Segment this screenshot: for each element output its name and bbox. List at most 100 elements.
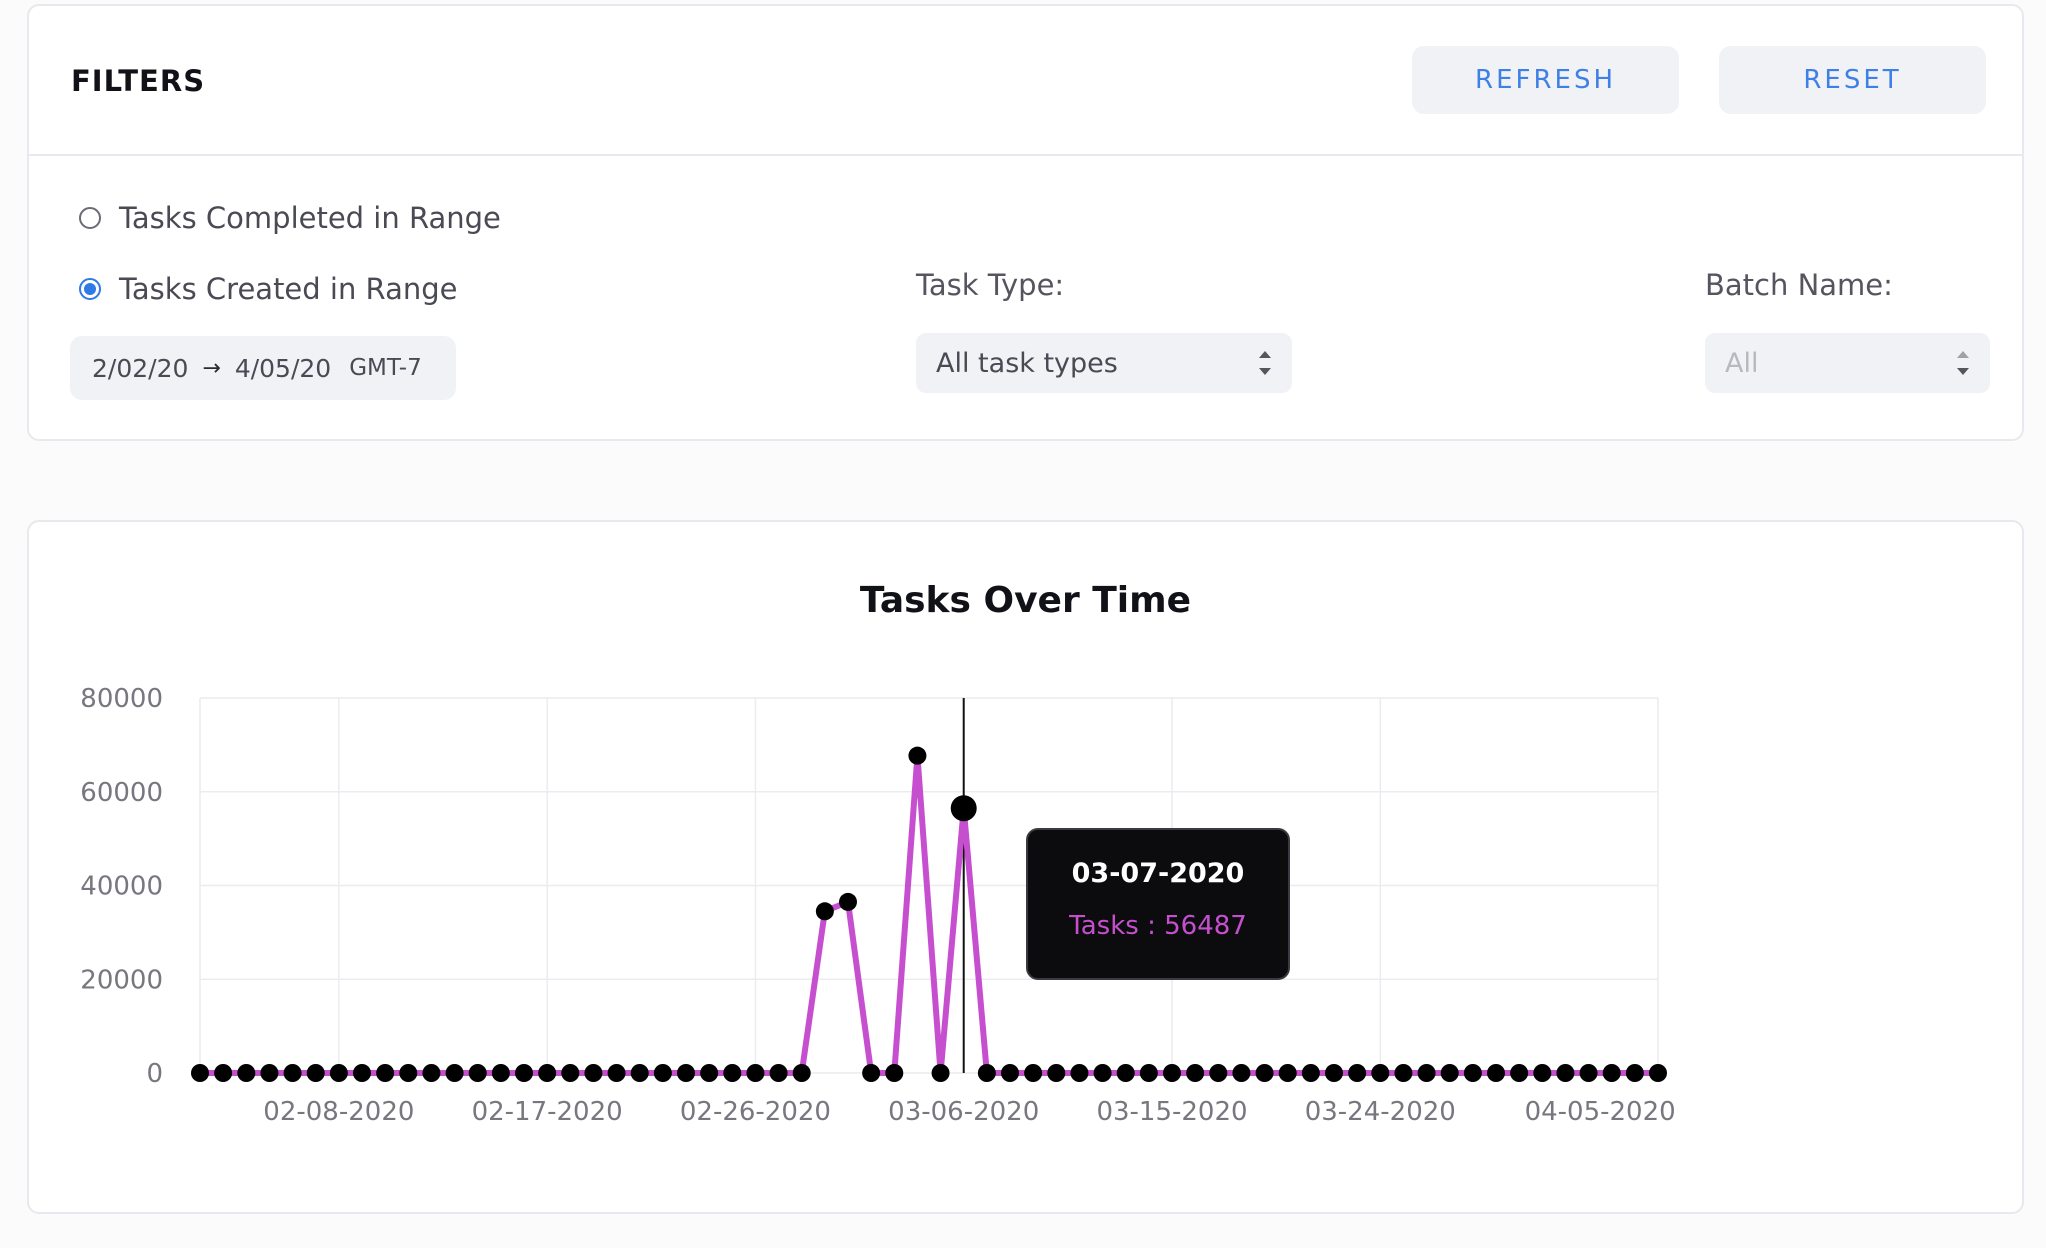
radio-tasks-created[interactable]: Tasks Created in Range <box>79 272 457 306</box>
radio-label: Tasks Completed in Range <box>119 201 501 235</box>
data-point <box>1255 1064 1274 1082</box>
data-point <box>306 1064 325 1082</box>
task-type-value: All task types <box>936 347 1118 379</box>
tooltip-value: Tasks : 56487 <box>1069 911 1247 941</box>
data-point <box>885 1064 904 1082</box>
data-point <box>1394 1064 1413 1082</box>
tasks-line-chart: 80000 60000 40000 20000 0 02-08-2020 02-17-202… <box>80 684 1675 1127</box>
data-point <box>191 1064 209 1082</box>
x-tick-label: 03-24-2020 <box>1305 1097 1456 1127</box>
select-arrows-icon <box>1259 351 1271 375</box>
select-arrows-icon <box>1957 351 1969 375</box>
radio-checked-icon[interactable] <box>79 278 101 300</box>
data-point <box>1348 1064 1367 1082</box>
data-point <box>1139 1064 1158 1082</box>
data-point <box>1070 1064 1089 1082</box>
data-point <box>237 1064 256 1082</box>
y-tick-label: 40000 <box>80 872 163 902</box>
data-point <box>862 1064 881 1082</box>
radio-label: Tasks Created in Range <box>119 272 458 306</box>
data-point <box>1371 1064 1390 1082</box>
data-point <box>1001 1064 1019 1082</box>
data-point <box>792 1064 811 1082</box>
data-point <box>630 1064 649 1082</box>
chart-tooltip: 03-07-2020 Tasks : 56487 <box>1026 828 1290 980</box>
data-point <box>723 1064 742 1082</box>
data-point <box>931 1064 950 1082</box>
data-point <box>1602 1064 1621 1082</box>
data-point <box>353 1064 371 1082</box>
data-point <box>1209 1064 1228 1082</box>
x-tick-label: 02-26-2020 <box>680 1097 831 1127</box>
x-tick-label: 02-17-2020 <box>472 1097 623 1127</box>
data-point <box>1417 1064 1436 1082</box>
data-point <box>769 1064 788 1082</box>
data-point <box>1649 1064 1667 1082</box>
data-point <box>584 1064 603 1082</box>
data-point <box>1625 1064 1644 1082</box>
y-tick-label: 60000 <box>80 778 163 808</box>
batch-name-label: Batch Name: <box>1705 268 1893 302</box>
data-point <box>445 1064 464 1082</box>
y-tick-label: 80000 <box>80 684 163 714</box>
radio-tasks-completed[interactable]: Tasks Completed in Range <box>79 201 501 235</box>
x-tick-label: 02-08-2020 <box>263 1097 414 1127</box>
filters-panel: FILTERS REFRESH RESET Tasks Completed in… <box>27 4 2024 441</box>
data-point <box>214 1064 233 1082</box>
data-point <box>1440 1064 1459 1082</box>
date-start: 2/02/20 <box>92 353 189 383</box>
data-point <box>1487 1064 1505 1082</box>
data-point <box>1278 1064 1297 1082</box>
data-point <box>908 746 927 765</box>
data-point <box>422 1064 441 1082</box>
chart-title: Tasks Over Time <box>859 580 1192 621</box>
x-tick-label: 03-15-2020 <box>1096 1097 1247 1127</box>
data-point <box>815 902 834 921</box>
x-tick-label: 03-06-2020 <box>888 1097 1039 1127</box>
date-range-picker[interactable]: 2/02/20 → 4/05/20 GMT-7 <box>70 336 456 400</box>
data-point <box>1232 1064 1251 1082</box>
radio-unchecked-icon[interactable] <box>79 207 101 229</box>
data-point <box>538 1064 557 1082</box>
data-point <box>1093 1064 1112 1082</box>
reset-button[interactable]: RESET <box>1719 46 1986 114</box>
filters-title: FILTERS <box>71 64 206 98</box>
batch-name-value: All <box>1725 347 1759 379</box>
data-point <box>1116 1064 1135 1082</box>
data-point <box>1325 1064 1343 1082</box>
data-point <box>653 1064 672 1082</box>
data-point <box>399 1064 418 1082</box>
batch-name-select[interactable]: All <box>1705 333 1990 393</box>
data-point <box>376 1064 395 1082</box>
y-tick-label: 20000 <box>80 965 163 995</box>
data-point <box>283 1064 302 1082</box>
data-point <box>677 1064 695 1082</box>
data-point <box>1047 1064 1066 1082</box>
tooltip-date: 03-07-2020 <box>1071 858 1245 889</box>
data-point <box>491 1064 510 1082</box>
data-point <box>515 1064 533 1082</box>
series-line-tasks <box>200 752 1658 1076</box>
data-point <box>260 1064 279 1082</box>
date-end: 4/05/20 <box>234 353 332 383</box>
data-point <box>1556 1064 1575 1082</box>
data-point <box>607 1064 626 1082</box>
data-point <box>1024 1064 1043 1082</box>
task-type-select[interactable]: All task types <box>916 333 1292 393</box>
data-point <box>839 892 857 911</box>
filters-header: FILTERS REFRESH RESET <box>29 6 2022 156</box>
y-tick-label: 0 <box>146 1059 163 1089</box>
chart-panel: Tasks Over Time 80000 60000 40000 20000 0 02-… <box>27 520 2024 1214</box>
data-point <box>746 1064 765 1082</box>
data-point <box>1463 1064 1482 1082</box>
data-point <box>1510 1064 1529 1082</box>
task-type-label: Task Type: <box>916 268 1065 302</box>
data-point-highlighted <box>950 795 977 822</box>
data-point <box>561 1064 580 1082</box>
data-point <box>1186 1064 1205 1082</box>
refresh-button[interactable]: REFRESH <box>1412 46 1679 114</box>
data-point <box>700 1064 719 1082</box>
timezone-label: GMT-7 <box>349 355 422 381</box>
data-point <box>329 1064 348 1082</box>
data-point <box>1579 1064 1598 1082</box>
